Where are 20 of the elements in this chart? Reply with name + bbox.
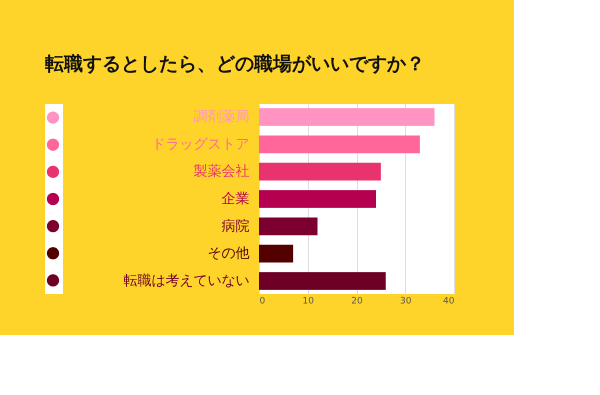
- bar: [259, 135, 420, 154]
- x-tick-label: 10: [302, 296, 314, 306]
- bar: [259, 108, 434, 126]
- y-tick-label: 転職は考えていない: [124, 273, 250, 290]
- bar: [259, 217, 318, 236]
- bar: [259, 190, 376, 208]
- bar: [259, 244, 294, 263]
- bar: [259, 162, 381, 181]
- x-tick-label: 40: [443, 296, 455, 306]
- bar: [259, 272, 386, 290]
- y-tick-label: 製薬会社: [194, 164, 250, 180]
- chart-title: 転職するとしたら、どの職場がいいですか？: [45, 53, 425, 75]
- y-tick-label: 企業: [222, 191, 250, 207]
- y-tick-label: 病院: [222, 218, 250, 234]
- y-tick-label: 調剤薬局: [194, 108, 250, 125]
- x-tick-label: 20: [351, 296, 363, 306]
- x-tick-label: 30: [400, 296, 412, 306]
- x-tick-label: 0: [260, 296, 266, 306]
- y-tick-label: ドラッグストア: [152, 136, 250, 152]
- y-tick-label: その他: [208, 246, 250, 262]
